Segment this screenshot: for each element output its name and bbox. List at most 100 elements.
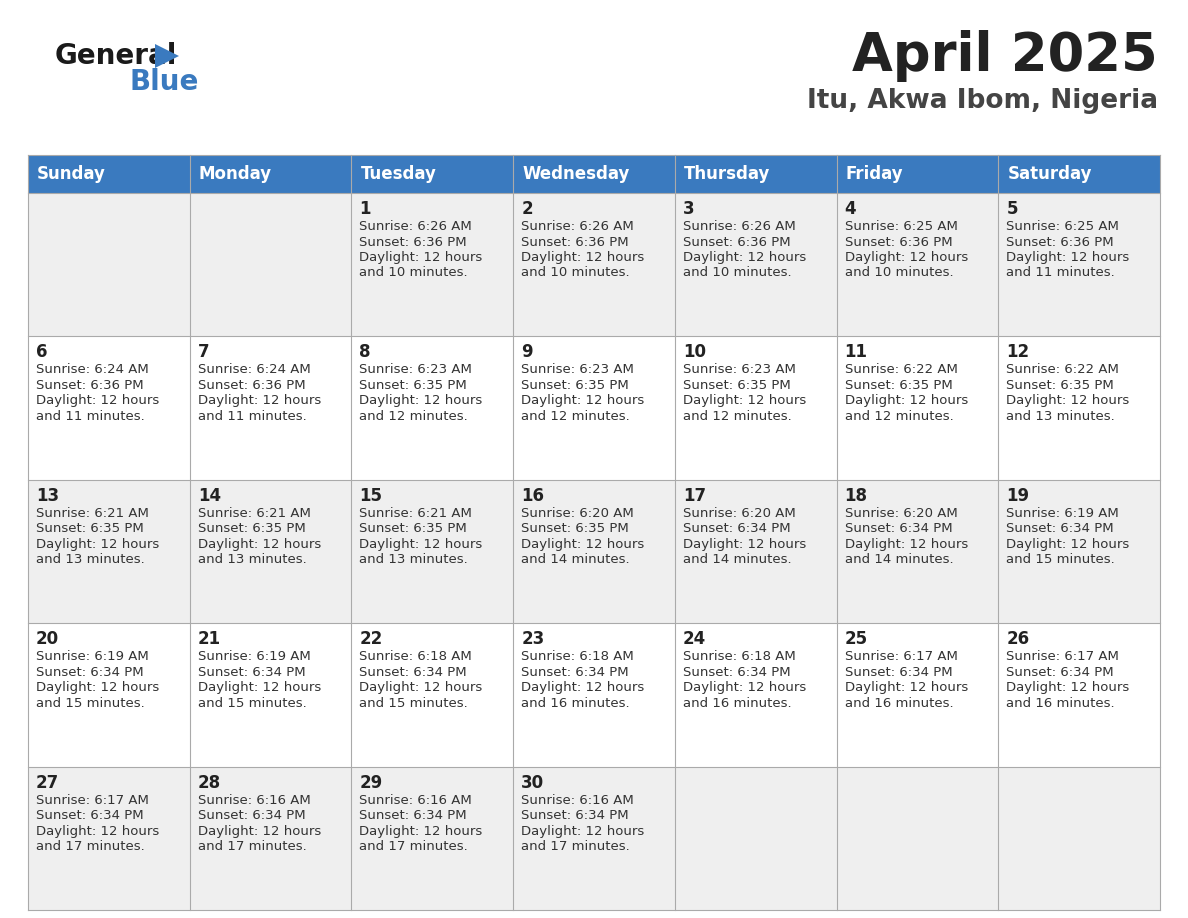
Text: Sunset: 6:34 PM: Sunset: 6:34 PM [36,666,144,678]
Bar [29,767,1159,910]
Text: and 12 minutes.: and 12 minutes. [845,410,953,423]
Text: Sunset: 6:35 PM: Sunset: 6:35 PM [360,379,467,392]
Text: Sunset: 6:34 PM: Sunset: 6:34 PM [360,809,467,823]
Text: and 16 minutes.: and 16 minutes. [845,697,953,710]
Text: Sunrise: 6:22 AM: Sunrise: 6:22 AM [1006,364,1119,376]
Text: and 14 minutes.: and 14 minutes. [845,554,953,566]
Text: Sunset: 6:36 PM: Sunset: 6:36 PM [197,379,305,392]
Text: Sunset: 6:35 PM: Sunset: 6:35 PM [845,379,953,392]
Text: 20: 20 [36,630,59,648]
Text: and 17 minutes.: and 17 minutes. [522,840,630,853]
Text: 12: 12 [1006,343,1030,362]
Text: Sunset: 6:34 PM: Sunset: 6:34 PM [1006,666,1114,678]
Text: Sunset: 6:34 PM: Sunset: 6:34 PM [522,809,628,823]
Text: Sunset: 6:34 PM: Sunset: 6:34 PM [683,666,790,678]
Text: April 2025: April 2025 [852,30,1158,82]
Text: Daylight: 12 hours: Daylight: 12 hours [845,538,968,551]
Text: 4: 4 [845,200,857,218]
Text: 18: 18 [845,487,867,505]
Text: Sunrise: 6:26 AM: Sunrise: 6:26 AM [683,220,796,233]
Text: and 16 minutes.: and 16 minutes. [522,697,630,710]
Text: 23: 23 [522,630,544,648]
Text: and 17 minutes.: and 17 minutes. [36,840,145,853]
Text: Sunset: 6:34 PM: Sunset: 6:34 PM [845,522,953,535]
Text: Sunrise: 6:17 AM: Sunrise: 6:17 AM [1006,650,1119,663]
Text: Daylight: 12 hours: Daylight: 12 hours [197,824,321,837]
Text: Daylight: 12 hours: Daylight: 12 hours [522,538,644,551]
Text: Sunset: 6:35 PM: Sunset: 6:35 PM [522,379,628,392]
Text: Daylight: 12 hours: Daylight: 12 hours [36,681,159,694]
Text: Sunset: 6:35 PM: Sunset: 6:35 PM [1006,379,1114,392]
Text: Sunrise: 6:23 AM: Sunrise: 6:23 AM [360,364,473,376]
Text: Monday: Monday [198,165,272,183]
Text: 14: 14 [197,487,221,505]
Text: Sunrise: 6:17 AM: Sunrise: 6:17 AM [36,793,148,807]
Text: Daylight: 12 hours: Daylight: 12 hours [36,824,159,837]
Text: and 13 minutes.: and 13 minutes. [360,554,468,566]
Text: and 15 minutes.: and 15 minutes. [360,697,468,710]
Text: 3: 3 [683,200,695,218]
Text: Sunset: 6:34 PM: Sunset: 6:34 PM [845,666,953,678]
Text: and 14 minutes.: and 14 minutes. [522,554,630,566]
Text: and 16 minutes.: and 16 minutes. [1006,697,1114,710]
Text: Sunset: 6:35 PM: Sunset: 6:35 PM [522,522,628,535]
Text: 1: 1 [360,200,371,218]
Text: Daylight: 12 hours: Daylight: 12 hours [683,251,807,264]
Bar [29,155,1159,193]
Text: Saturday: Saturday [1007,165,1092,183]
Text: Sunday: Sunday [37,165,106,183]
Text: Sunrise: 6:23 AM: Sunrise: 6:23 AM [683,364,796,376]
Text: Sunset: 6:35 PM: Sunset: 6:35 PM [360,522,467,535]
Text: Daylight: 12 hours: Daylight: 12 hours [683,538,807,551]
Text: 8: 8 [360,343,371,362]
Text: and 10 minutes.: and 10 minutes. [522,266,630,279]
Text: Daylight: 12 hours: Daylight: 12 hours [1006,681,1130,694]
Text: Sunset: 6:35 PM: Sunset: 6:35 PM [197,522,305,535]
Text: Daylight: 12 hours: Daylight: 12 hours [360,824,482,837]
Text: and 17 minutes.: and 17 minutes. [360,840,468,853]
Text: Sunrise: 6:16 AM: Sunrise: 6:16 AM [360,793,472,807]
Text: 17: 17 [683,487,706,505]
Text: Daylight: 12 hours: Daylight: 12 hours [522,251,644,264]
Text: 9: 9 [522,343,532,362]
Text: and 12 minutes.: and 12 minutes. [360,410,468,423]
Text: Sunrise: 6:26 AM: Sunrise: 6:26 AM [360,220,472,233]
Text: Sunrise: 6:24 AM: Sunrise: 6:24 AM [197,364,310,376]
Text: Friday: Friday [846,165,903,183]
Text: and 15 minutes.: and 15 minutes. [197,697,307,710]
Text: Daylight: 12 hours: Daylight: 12 hours [845,395,968,408]
Text: Sunset: 6:36 PM: Sunset: 6:36 PM [683,236,790,249]
Text: Daylight: 12 hours: Daylight: 12 hours [36,538,159,551]
Text: Daylight: 12 hours: Daylight: 12 hours [683,395,807,408]
Text: 21: 21 [197,630,221,648]
Bar [29,336,1159,480]
Text: Thursday: Thursday [684,165,770,183]
Text: 30: 30 [522,774,544,791]
Text: Sunset: 6:34 PM: Sunset: 6:34 PM [360,666,467,678]
Text: 7: 7 [197,343,209,362]
Text: Sunset: 6:36 PM: Sunset: 6:36 PM [1006,236,1114,249]
Text: and 15 minutes.: and 15 minutes. [36,697,145,710]
Text: 24: 24 [683,630,706,648]
Text: General: General [55,42,177,70]
Text: Sunrise: 6:18 AM: Sunrise: 6:18 AM [522,650,634,663]
Text: Sunset: 6:35 PM: Sunset: 6:35 PM [36,522,144,535]
Text: Sunrise: 6:20 AM: Sunrise: 6:20 AM [845,507,958,520]
Text: Sunset: 6:36 PM: Sunset: 6:36 PM [522,236,628,249]
Text: Sunset: 6:34 PM: Sunset: 6:34 PM [1006,522,1114,535]
Text: Sunrise: 6:25 AM: Sunrise: 6:25 AM [845,220,958,233]
Text: Sunset: 6:34 PM: Sunset: 6:34 PM [522,666,628,678]
Text: and 11 minutes.: and 11 minutes. [1006,266,1116,279]
Text: 2: 2 [522,200,532,218]
Text: and 14 minutes.: and 14 minutes. [683,554,791,566]
Bar [29,623,1159,767]
Text: Sunset: 6:34 PM: Sunset: 6:34 PM [36,809,144,823]
Bar [29,480,1159,623]
Text: Daylight: 12 hours: Daylight: 12 hours [36,395,159,408]
Text: Sunrise: 6:21 AM: Sunrise: 6:21 AM [197,507,310,520]
Text: Sunrise: 6:23 AM: Sunrise: 6:23 AM [522,364,634,376]
Text: and 17 minutes.: and 17 minutes. [197,840,307,853]
Text: and 12 minutes.: and 12 minutes. [522,410,630,423]
Text: 11: 11 [845,343,867,362]
Text: Blue: Blue [129,68,200,96]
